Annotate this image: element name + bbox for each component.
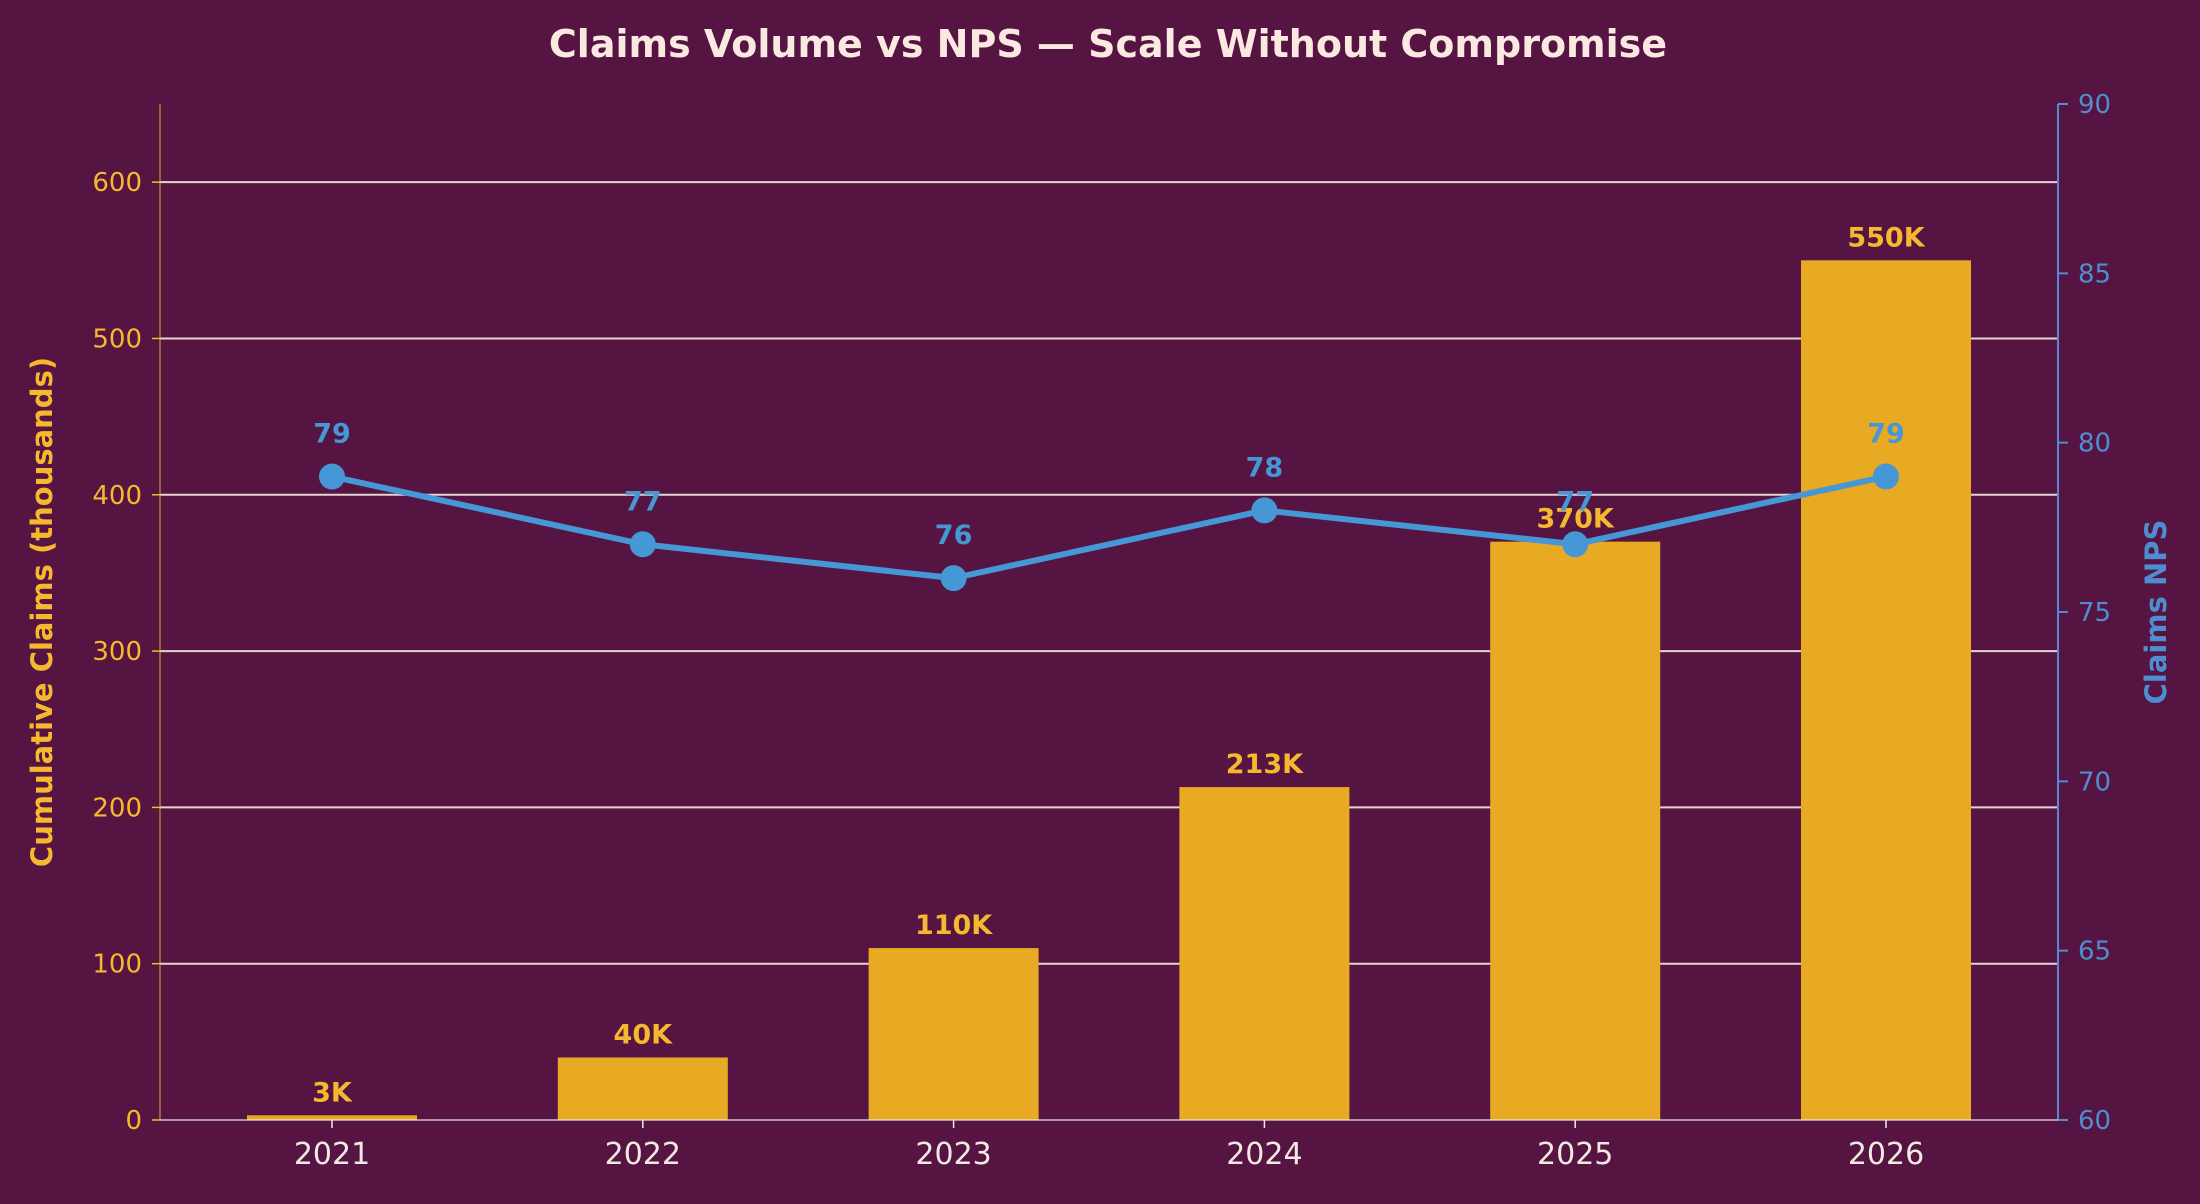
x-tick-label-2024: 2024	[1226, 1137, 1302, 1172]
nps-point-2026	[1873, 463, 1899, 490]
y-left-tick-label-100: 100	[92, 950, 142, 980]
nps-line	[329, 473, 1889, 582]
line-series	[319, 463, 1899, 592]
axes: 0 100 200 300 400 500 600 60 65 70 75 80 85 90 2021 202…	[92, 90, 2111, 1172]
nps-value-label-2025: 77	[1556, 486, 1594, 517]
y-right-tick-label-70: 70	[2078, 767, 2111, 797]
y-left-tick-label-300: 300	[92, 637, 142, 667]
bar-value-label-2021: 3K	[312, 1077, 353, 1108]
y-left-tick-label-200: 200	[92, 793, 142, 823]
data-labels: 3K 40K 110K 213K 370K 550K 79 77 76 78 77 79	[312, 222, 1926, 1108]
y-left-tick-label-0: 0	[125, 1106, 142, 1136]
nps-point-2021	[319, 463, 345, 490]
bar-2021	[247, 1115, 417, 1120]
bar-2025	[1490, 541, 1661, 1120]
nps-value-label-2024: 78	[1246, 452, 1284, 483]
y-right-tick-label-75: 75	[2078, 598, 2111, 628]
nps-point-2025	[1562, 531, 1589, 558]
x-tick-label-2025: 2025	[1537, 1137, 1613, 1172]
nps-point-2022	[629, 531, 656, 558]
nps-point-2023	[940, 565, 967, 592]
bar-2022	[557, 1057, 728, 1120]
gridlines	[160, 181, 2058, 965]
bar-value-label-2024: 213K	[1226, 749, 1304, 780]
bar-2023	[868, 948, 1039, 1120]
bar-value-label-2023: 110K	[915, 910, 993, 941]
nps-value-label-2026: 79	[1867, 419, 1905, 450]
y-axis-right-label: Claims NPS	[2139, 520, 2173, 705]
x-tick-label-2021: 2021	[294, 1137, 370, 1172]
bar-series	[247, 260, 1971, 1120]
bar-value-label-2026: 550K	[1847, 222, 1925, 253]
y-left-tick-label-400: 400	[92, 481, 142, 511]
nps-value-label-2021: 79	[313, 419, 351, 450]
y-left-tick-label-500: 500	[92, 324, 142, 354]
bar-2024	[1179, 787, 1350, 1120]
x-tick-label-2022: 2022	[605, 1137, 681, 1172]
y-right-tick-label-65: 65	[2078, 937, 2111, 967]
y-right-tick-label-90: 90	[2078, 90, 2111, 120]
y-right-tick-label-85: 85	[2078, 259, 2111, 289]
bar-2026	[1801, 260, 1971, 1120]
nps-point-2024	[1251, 497, 1278, 524]
nps-value-label-2023: 76	[935, 520, 973, 551]
nps-value-label-2022: 77	[624, 486, 662, 517]
y-right-tick-label-60: 60	[2078, 1106, 2111, 1136]
bar-value-label-2025: 370K	[1537, 504, 1615, 535]
y-right-tick-label-80: 80	[2078, 429, 2111, 459]
x-tick-label-2023: 2023	[915, 1137, 991, 1172]
x-tick-label-2026: 2026	[1848, 1137, 1924, 1172]
y-left-tick-label-600: 600	[92, 168, 142, 198]
bar-value-label-2022: 40K	[614, 1019, 674, 1050]
chart-title: Claims Volume vs NPS — Scale Without Com…	[549, 22, 1667, 66]
y-axis-left-label: Cumulative Claims (thousands)	[25, 357, 59, 867]
